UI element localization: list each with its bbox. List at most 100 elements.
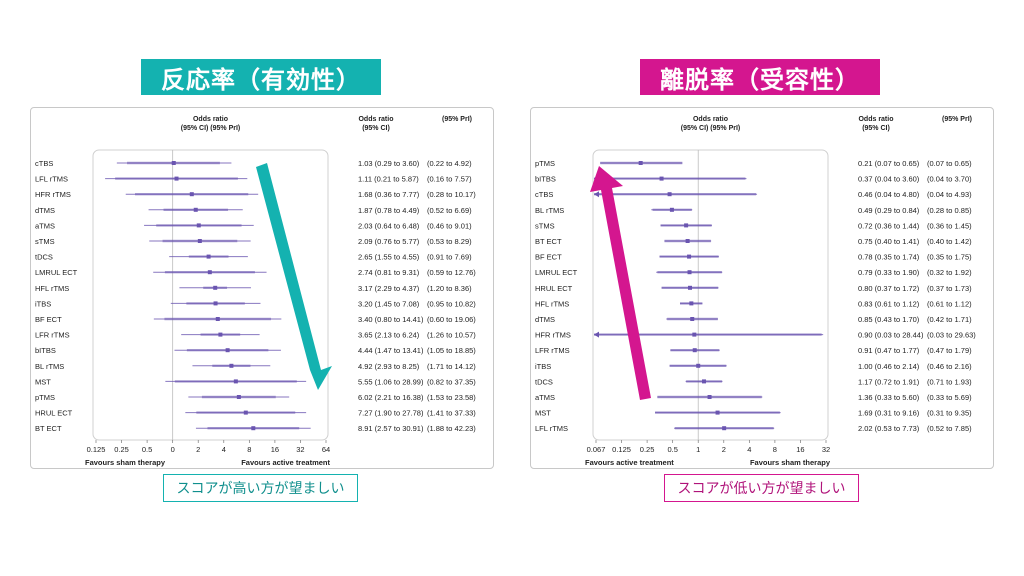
point-estimate <box>215 317 220 321</box>
pri-value: (0.22 to 4.92) <box>427 159 472 168</box>
pri-value: (0.60 to 19.06) <box>427 315 476 324</box>
ci-value: 0.79 (0.33 to 1.90) <box>858 268 920 277</box>
header-pri-column: (95% PrI) <box>942 116 972 123</box>
pri-value: (0.16 to 7.57) <box>427 175 472 184</box>
row-label: LMRUL ECT <box>535 268 578 277</box>
pri-value: (0.36 to 1.45) <box>927 221 972 230</box>
plot-frame <box>592 149 829 441</box>
row-label: iTBS <box>535 362 551 371</box>
pri-value: (0.95 to 10.82) <box>427 299 476 308</box>
row-label: MST <box>35 377 51 386</box>
x-tick-label: 2 <box>196 445 200 454</box>
pri-value: (0.28 to 10.17) <box>427 190 476 199</box>
x-tick-label: 0.25 <box>640 445 655 454</box>
pri-value: (0.91 to 7.69) <box>427 253 472 262</box>
point-estimate <box>689 301 694 306</box>
row-label: sTMS <box>35 237 55 246</box>
pri-value: (0.71 to 1.93) <box>927 377 972 386</box>
pri-value: (1.05 to 18.85) <box>427 346 476 355</box>
x-tick-label: 4 <box>747 445 751 454</box>
x-tick-label: 32 <box>822 445 830 454</box>
pri-value: (0.53 to 8.29) <box>427 237 472 246</box>
ci-value: 5.55 (1.06 to 28.99) <box>358 377 424 386</box>
point-estimate <box>687 285 692 290</box>
ci-value: 3.40 (0.80 to 14.41) <box>358 315 424 324</box>
point-estimate <box>696 363 701 368</box>
ci-value: 2.03 (0.64 to 6.48) <box>358 221 420 230</box>
point-estimate <box>715 410 720 415</box>
x-tick-label: 8 <box>247 445 251 454</box>
point-estimate <box>197 239 202 243</box>
x-tick-label: 2 <box>722 445 726 454</box>
pri-value: (0.28 to 0.85) <box>927 206 972 215</box>
forest-plot-panel-response: Odds ratio (95% CI) (95% PrI) Odds ratio (9… <box>30 107 494 469</box>
ci-value: 0.21 (0.07 to 0.65) <box>858 159 920 168</box>
point-estimate <box>667 192 672 197</box>
point-estimate <box>189 192 194 197</box>
header-odds-ratio: Odds ratio <box>693 116 728 123</box>
header-ci-column-sub: (95% CI) <box>362 125 390 132</box>
ci-value: 1.69 (0.31 to 9.16) <box>858 409 920 418</box>
row-label: dTMS <box>35 206 55 215</box>
pri-value: (0.04 to 3.70) <box>927 175 972 184</box>
ci-value: 8.91 (2.57 to 30.91) <box>358 424 424 433</box>
pri-value: (0.46 to 2.16) <box>927 362 972 371</box>
header-pri-column: (95% PrI) <box>442 116 472 123</box>
pri-value: (0.03 to 29.63) <box>927 331 976 340</box>
point-estimate <box>638 161 643 165</box>
row-label: LFR rTMS <box>535 346 570 355</box>
x-tick-label: 4 <box>222 445 226 454</box>
ci-value: 2.65 (1.55 to 4.55) <box>358 253 420 262</box>
pri-value: (0.32 to 1.92) <box>927 268 972 277</box>
row-label: BT ECT <box>35 424 62 433</box>
ci-value: 1.36 (0.33 to 5.60) <box>858 393 920 402</box>
row-label: pTMS <box>35 393 55 402</box>
header-ci-column-sub: (95% CI) <box>862 125 890 132</box>
point-estimate <box>707 395 712 399</box>
trend-arrow-up-icon <box>590 166 651 400</box>
point-estimate <box>233 379 238 384</box>
point-estimate <box>207 270 212 275</box>
x-tick-label: 0.125 <box>87 445 106 454</box>
header-ci-pri: (95% CI) (95% PrI) <box>681 125 741 132</box>
higher-is-better-caption: スコアが高い方が望ましい <box>163 474 358 502</box>
x-tick-label: 0.067 <box>587 445 606 454</box>
ci-value: 0.75 (0.40 to 1.41) <box>858 237 920 246</box>
pri-value: (1.71 to 14.12) <box>427 362 476 371</box>
ci-value: 0.91 (0.47 to 1.77) <box>858 346 920 355</box>
point-estimate <box>229 363 234 368</box>
row-label: HFL rTMS <box>535 299 569 308</box>
x-tick-label: 0.25 <box>114 445 129 454</box>
row-label: aTMS <box>35 221 55 230</box>
point-estimate <box>243 410 248 415</box>
row-label: HFL rTMS <box>35 284 69 293</box>
x-tick-label: 8 <box>773 445 777 454</box>
lower-is-better-caption: スコアが低い方が望ましい <box>664 474 859 502</box>
row-label: cTBS <box>535 190 553 199</box>
ci-value: 0.90 (0.03 to 28.44) <box>858 331 924 340</box>
ci-value: 1.17 (0.72 to 1.91) <box>858 377 920 386</box>
point-estimate <box>692 332 697 337</box>
ci-value: 1.87 (0.78 to 4.49) <box>358 206 420 215</box>
ci-value: 0.37 (0.04 to 3.60) <box>858 175 920 184</box>
pri-value: (0.42 to 1.71) <box>927 315 972 324</box>
pri-value: (1.53 to 23.58) <box>427 393 476 402</box>
dropout-rate-banner: 離脱率（受容性） <box>640 59 880 95</box>
row-label: tDCS <box>35 253 53 262</box>
forest-plot-panel-dropout: Odds ratio (95% CI) (95% PrI) Odds ratio (9… <box>530 107 994 469</box>
ci-value: 0.80 (0.37 to 1.72) <box>858 284 920 293</box>
pri-value: (1.41 to 37.33) <box>427 409 476 418</box>
ci-value: 3.20 (1.45 to 7.08) <box>358 299 420 308</box>
x-tick-label: 64 <box>322 445 330 454</box>
x-tick-label: 16 <box>271 445 279 454</box>
point-estimate <box>687 254 692 259</box>
ci-value: 4.92 (2.93 to 8.25) <box>358 362 420 371</box>
point-estimate <box>251 426 256 431</box>
point-estimate <box>669 207 674 212</box>
x-tick-label: 0.5 <box>667 445 677 454</box>
pri-value: (0.35 to 1.75) <box>927 253 972 262</box>
row-label: iTBS <box>35 299 51 308</box>
ci-value: 1.00 (0.46 to 2.14) <box>858 362 920 371</box>
point-estimate <box>213 285 218 290</box>
x-tick-label: 0 <box>171 445 175 454</box>
